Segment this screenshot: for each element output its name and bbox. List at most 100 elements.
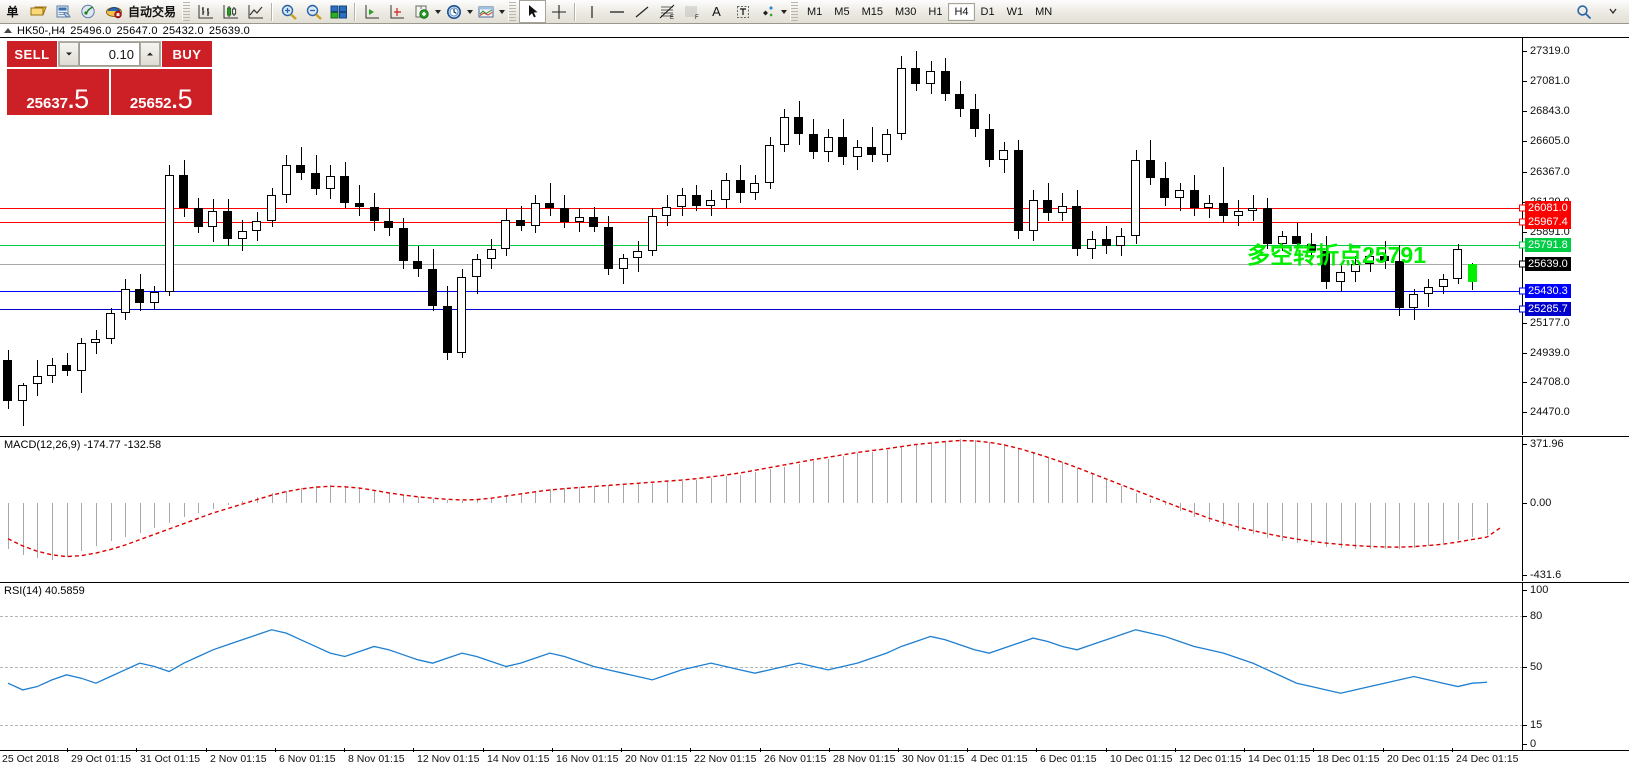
candlestick-chart-icon[interactable] [218, 1, 243, 22]
cursor-icon[interactable] [519, 0, 547, 23]
timeframe-m15[interactable]: M15 [861, 5, 883, 18]
macd-pane[interactable]: MACD(12,26,9) -174.77 -132.58 371.96 0.00… [0, 436, 1629, 581]
toolbar-grip-3[interactable] [790, 2, 799, 21]
candlestick [824, 137, 833, 153]
timeframe-d1[interactable]: D1 [980, 5, 995, 18]
volume-decrease-button[interactable] [59, 42, 79, 66]
svg-text:F: F [695, 15, 699, 20]
toolbar-grip[interactable] [182, 2, 191, 21]
price-level-tag[interactable]: 26081.0 [1519, 200, 1571, 215]
rsi-axis[interactable]: 100 80 50 15 0 [1522, 583, 1629, 751]
macd-histogram-bar [945, 440, 946, 504]
price-level-line[interactable] [0, 244, 1523, 246]
add-indicator-dropdown-caret[interactable] [435, 9, 442, 14]
price-level-tag[interactable]: 25791.8 [1519, 237, 1571, 252]
templates-icon[interactable] [473, 1, 498, 22]
search-icon[interactable] [1571, 1, 1596, 22]
price-plot-area[interactable]: 多空转折点25791 [0, 38, 1523, 435]
volume-increase-button[interactable] [140, 42, 160, 66]
horizontal-line-icon[interactable] [604, 1, 629, 22]
candlestick [443, 305, 452, 353]
rsi-pane[interactable]: RSI(14) 40.5859 100 80 50 15 0 [0, 582, 1629, 751]
sell-button[interactable]: SELL [7, 41, 57, 67]
text-box-icon[interactable] [730, 1, 755, 22]
timeframe-h1[interactable]: H1 [928, 5, 943, 18]
price-level-line[interactable] [0, 222, 1523, 224]
time-axis-label: 8 Nov 01:15 [348, 753, 405, 765]
period-icon[interactable] [441, 1, 466, 22]
objects-list-icon[interactable] [755, 1, 780, 22]
fibonacci-icon[interactable]: E [654, 1, 679, 22]
tile-windows-icon[interactable] [326, 1, 351, 22]
macd-label: MACD(12,26,9) -174.77 -132.58 [4, 439, 162, 451]
price-axis[interactable]: 27319.027081.026843.026605.026367.026129… [1519, 38, 1629, 435]
folder-icon[interactable] [26, 1, 51, 22]
list-icon[interactable]: 单 [6, 5, 19, 19]
sell-price-display[interactable]: 25637 . 5 [7, 69, 109, 115]
vertical-line-icon[interactable] [579, 1, 604, 22]
price-chart-pane[interactable]: 多空转折点25791 27319.0 27081.0 26843.0 26605.0 2… [0, 37, 1629, 435]
price-level-line[interactable] [0, 290, 1523, 292]
crosshair-icon[interactable] [546, 1, 571, 22]
volume-stepper[interactable]: 0.10 [58, 41, 161, 67]
macd-histogram-bar [901, 447, 902, 504]
collapse-triangle-icon[interactable] [4, 28, 12, 33]
time-tick [344, 748, 345, 752]
timeframe-mn[interactable]: MN [1035, 5, 1053, 18]
macd-histogram-bar [506, 495, 507, 504]
level-handle[interactable] [1519, 305, 1526, 313]
price-level-line[interactable] [0, 207, 1523, 209]
text-label-icon[interactable]: A [712, 4, 721, 19]
line-chart-icon[interactable] [243, 1, 268, 22]
level-handle[interactable] [1519, 204, 1526, 212]
timeframe-m30[interactable]: M30 [894, 5, 917, 18]
macd-histogram-bar [1062, 462, 1063, 504]
add-indicator-icon[interactable] [409, 1, 434, 22]
shift-end-icon[interactable] [359, 1, 384, 22]
macd-axis[interactable]: 371.96 0.00 -431.6 [1522, 437, 1629, 581]
templates-dropdown-caret[interactable] [499, 9, 506, 14]
bar-chart-icon[interactable] [193, 1, 218, 22]
expand-toolbar-icon[interactable] [1600, 1, 1625, 22]
trendline-icon[interactable] [629, 1, 654, 22]
price-level-tag[interactable]: 25285.7 [1519, 301, 1571, 316]
price-level-tag[interactable]: 25967.4 [1519, 215, 1571, 230]
price-level-tag[interactable]: 25639.0 [1519, 257, 1571, 272]
macd-histogram-bar [462, 500, 463, 504]
grid-shift-icon[interactable] [384, 1, 409, 22]
period-dropdown-caret[interactable] [467, 9, 474, 14]
level-handle[interactable] [1519, 218, 1526, 226]
buy-price-display[interactable]: 25652 . 5 [110, 69, 212, 115]
time-axis-label: 26 Nov 01:15 [764, 753, 827, 765]
autotrade-label[interactable]: 自动交易 [128, 5, 177, 19]
rsi-plot-area[interactable] [0, 583, 1523, 751]
time-axis-label: 14 Nov 01:15 [487, 753, 550, 765]
price-level-line[interactable] [0, 308, 1523, 310]
price-level-line[interactable] [0, 264, 1523, 266]
expert-advisor-icon[interactable] [101, 1, 126, 22]
toolbar-grip-2[interactable] [508, 2, 517, 21]
buy-button[interactable]: BUY [162, 41, 212, 67]
candlestick [867, 147, 876, 155]
timeframe-m1[interactable]: M1 [807, 5, 823, 18]
news-icon[interactable] [51, 1, 76, 22]
level-handle[interactable] [1519, 287, 1526, 295]
time-axis[interactable]: 25 Oct 2018 29 Oct 01:15 31 Oct 01:15 2 Nov… [0, 748, 1629, 767]
macd-plot-area[interactable] [0, 437, 1523, 581]
macd-histogram-bar [330, 485, 331, 504]
timeframe-m5[interactable]: M5 [834, 5, 850, 18]
signal-icon[interactable] [76, 1, 101, 22]
zoom-out-icon[interactable] [301, 1, 326, 22]
level-handle[interactable] [1519, 241, 1526, 249]
timeframe-w1[interactable]: W1 [1006, 5, 1024, 18]
zoom-in-icon[interactable] [276, 1, 301, 22]
rsi-axis-label: 100 [1530, 584, 1549, 596]
level-handle[interactable] [1519, 260, 1526, 268]
volume-input[interactable]: 0.10 [79, 42, 140, 66]
timeframe-h4[interactable]: H4 [948, 2, 975, 21]
equidistant-channel-icon[interactable]: F [679, 1, 704, 22]
time-tick [1313, 748, 1314, 752]
objects-dropdown-caret[interactable] [781, 9, 788, 14]
price-axis-label: 26367.0 [1530, 165, 1570, 178]
price-level-tag[interactable]: 25430.3 [1519, 283, 1571, 298]
